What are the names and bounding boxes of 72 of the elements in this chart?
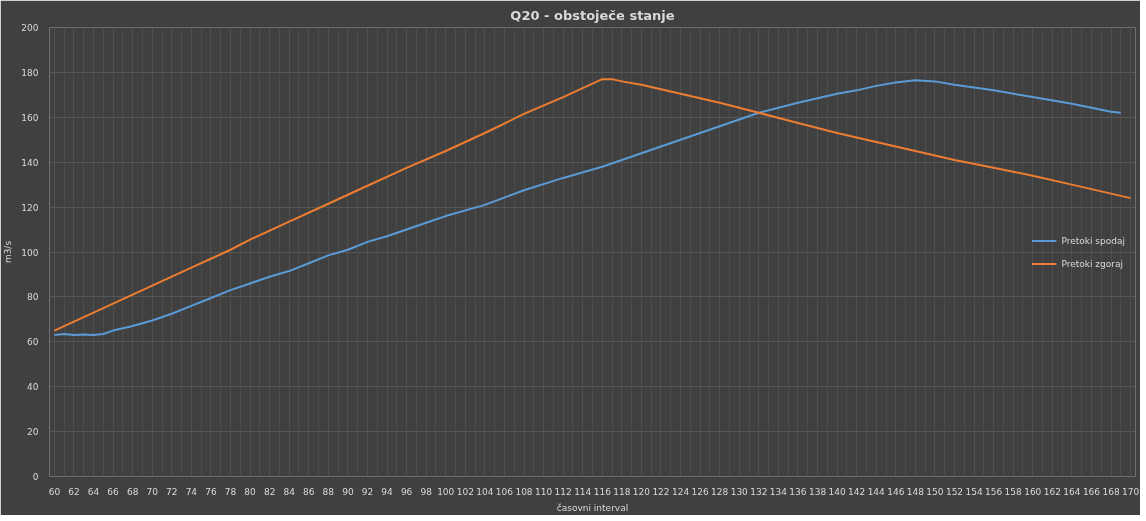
x-tick-label: 150 [926,486,944,497]
x-tick-label: 98 [420,486,433,497]
y-tick-label: 40 [27,382,39,393]
x-tick-label: 158 [1004,486,1023,497]
legend-label: Pretoki zgoraj [1061,258,1124,268]
x-tick-label: 86 [303,486,315,497]
x-tick-label: 68 [126,486,139,497]
x-tick-label: 166 [1082,486,1101,497]
y-tick-label: 100 [21,247,39,258]
x-tick-label: 116 [593,486,612,497]
x-tick-label: 78 [224,486,237,497]
x-tick-label: 136 [789,486,807,497]
chart-title: Q20 - obstoječe stanje [510,7,675,23]
x-tick-label: 80 [244,486,257,497]
y-tick-label: 60 [27,337,39,348]
x-tick-label: 156 [985,486,1003,497]
x-tick-label: 138 [808,486,827,497]
x-tick-label: 144 [867,486,886,497]
x-tick-label: 76 [205,486,217,497]
y-tick-label: 20 [27,427,39,438]
x-tick-label: 104 [476,486,494,497]
x-tick-label: 140 [828,486,846,497]
x-tick-label: 168 [1102,486,1120,497]
x-tick-label: 124 [671,486,690,497]
x-tick-label: 100 [437,486,455,497]
x-tick-label: 152 [945,486,964,497]
x-tick-label: 88 [322,486,335,497]
x-tick-label: 112 [554,486,572,497]
x-tick-label: 160 [1024,486,1042,497]
x-tick-label: 74 [185,486,198,497]
x-tick-label: 146 [887,486,905,497]
y-tick-label: 200 [21,23,39,33]
x-tick-label: 154 [965,486,983,497]
y-tick-label: 160 [21,112,39,123]
x-tick-label: 132 [750,486,768,497]
x-tick-label: 134 [769,486,788,497]
x-tick-label: 164 [1063,486,1081,497]
x-tick-label: 126 [691,486,709,497]
x-tick-label: 70 [146,486,159,497]
x-tick-label: 66 [107,486,120,497]
y-tick-label: 180 [21,67,39,78]
x-tick-label: 122 [652,486,670,497]
x-tick-label: 120 [632,486,651,497]
x-tick-label: 62 [68,486,80,497]
x-tick-label: 102 [456,486,474,497]
x-tick-label: 128 [711,486,729,497]
y-axis-title: m3/s [3,240,14,264]
x-tick-label: 110 [534,486,553,497]
x-tick-label: 96 [400,486,413,497]
x-axis-title: časovni interval [556,502,629,513]
x-tick-label: 94 [381,486,394,497]
x-tick-label: 72 [166,486,178,497]
x-tick-label: 162 [1043,486,1061,497]
x-tick-label: 118 [613,486,631,497]
y-tick-label: 0 [32,472,39,482]
x-tick-label: 170 [1122,486,1140,497]
x-tick-label: 92 [361,486,374,497]
x-tick-label: 142 [848,486,866,497]
x-tick-label: 60 [48,486,61,497]
x-tick-label: 106 [495,486,514,497]
x-tick-label: 148 [906,486,925,497]
x-tick-label: 114 [574,486,592,497]
x-tick-label: 130 [730,486,749,497]
y-tick-label: 140 [21,157,39,168]
x-tick-label: 84 [283,486,296,497]
x-tick-label: 82 [263,486,276,497]
x-tick-label: 108 [515,486,533,497]
x-tick-label: 64 [87,486,100,497]
x-tick-label: 90 [342,486,354,497]
legend-label: Pretoki spodaj [1061,235,1125,245]
y-tick-label: 120 [21,202,39,213]
y-tick-label: 80 [27,292,39,303]
